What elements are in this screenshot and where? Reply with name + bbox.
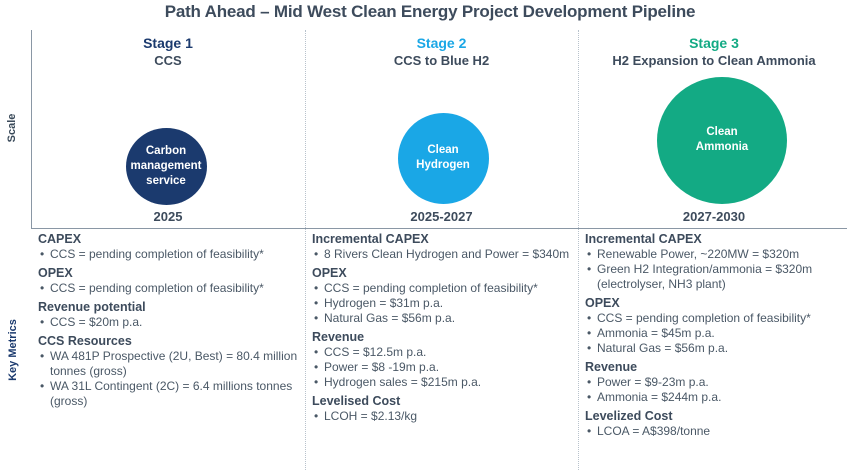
metric-item: CCS = pending completion of feasibility* [38, 281, 303, 296]
metric-heading: Levelized Cost [585, 409, 673, 423]
stage-3-column: Stage 3 H2 Expansion to Clean Ammonia Cl… [578, 30, 850, 228]
metric-item: LCOH = $2.13/kg [312, 409, 574, 424]
page-title: Path Ahead – Mid West Clean Energy Proje… [164, 2, 696, 21]
scale-bubble: Clean Ammonia [657, 76, 787, 204]
metric-heading: Incremental CAPEX [312, 232, 429, 246]
metric-item: 8 Rivers Clean Hydrogen and Power = $340… [312, 247, 574, 262]
metric-list: Power = $9-23m p.a.Ammonia = $244m p.a. [585, 375, 850, 405]
metric-list: CCS = $20m p.a. [38, 315, 303, 330]
stage-name: CCS to Blue H2 [393, 53, 490, 68]
metric-item: Ammonia = $244m p.a. [585, 390, 850, 405]
metric-heading: Revenue potential [38, 300, 146, 314]
stage-year: 2025 [153, 209, 183, 224]
metric-list: CCS = $12.5m p.a.Power = $8 -19m p.a.Hyd… [312, 345, 574, 390]
metric-list: CCS = pending completion of feasibility*… [585, 311, 850, 356]
metric-item: CCS = pending completion of feasibility* [585, 311, 850, 326]
metric-item: LCOA = A$398/tonne [585, 424, 850, 439]
metric-item: Renewable Power, ~220MW = $320m [585, 247, 850, 262]
metric-heading: Revenue [312, 330, 365, 344]
stage-year: 2027-2030 [682, 209, 746, 224]
stage-1-metrics: CAPEXCCS = pending completion of feasibi… [38, 232, 303, 409]
metric-list: CCS = pending completion of feasibility*… [312, 281, 574, 326]
metric-heading: Incremental CAPEX [585, 232, 702, 246]
metric-item: WA 481P Prospective (2U, Best) = 80.4 mi… [38, 349, 303, 379]
stage-2-column: Stage 2 CCS to Blue H2 Clean Hydrogen 20… [305, 30, 578, 228]
metric-item: CCS = $12.5m p.a. [312, 345, 574, 360]
metric-item: Ammonia = $45m p.a. [585, 326, 850, 341]
key-metrics-axis-label: Key Metrics [7, 319, 19, 381]
stage-label: Stage 3 [689, 35, 739, 51]
metric-heading: CCS Resources [38, 334, 132, 348]
scale-bubble: Clean Hydrogen [397, 112, 489, 204]
scale-axis-label: Scale [6, 113, 18, 143]
metric-list: WA 481P Prospective (2U, Best) = 80.4 mi… [38, 349, 303, 409]
metric-item: CCS = $20m p.a. [38, 315, 303, 330]
stage-label: Stage 1 [143, 35, 193, 51]
metric-item: Green H2 Integration/ammonia = $320m (el… [585, 262, 850, 292]
metric-heading: OPEX [585, 296, 620, 310]
metric-list: CCS = pending completion of feasibility* [38, 247, 303, 262]
stage-3-metrics: Incremental CAPEXRenewable Power, ~220MW… [585, 232, 850, 439]
metric-list: LCOA = A$398/tonne [585, 424, 850, 439]
stage-name: CCS [154, 53, 182, 68]
metric-item: CCS = pending completion of feasibility* [312, 281, 574, 296]
metric-item: Hydrogen sales = $215m p.a. [312, 375, 574, 390]
metric-item: Power = $9-23m p.a. [585, 375, 850, 390]
column-divider [305, 30, 306, 470]
metric-item: WA 31L Contingent (2C) = 6.4 millions to… [38, 379, 303, 409]
scale-bubble: Carbon management service [125, 127, 207, 205]
metric-list: CCS = pending completion of feasibility* [38, 281, 303, 296]
metric-item: Hydrogen = $31m p.a. [312, 296, 574, 311]
metric-item: Natural Gas = $56m p.a. [585, 341, 850, 356]
stage-label: Stage 2 [416, 35, 467, 51]
metric-list: LCOH = $2.13/kg [312, 409, 574, 424]
metric-item: Natural Gas = $56m p.a. [312, 311, 574, 326]
column-divider [578, 30, 579, 470]
horizontal-axis [31, 228, 847, 229]
stage-2-metrics: Incremental CAPEX8 Rivers Clean Hydrogen… [312, 232, 574, 424]
metric-heading: Revenue [585, 360, 638, 374]
stage-year: 2025-2027 [410, 209, 473, 224]
stage-1-column: Stage 1 CCS Carbon management service 20… [31, 30, 305, 228]
metric-heading: OPEX [312, 266, 347, 280]
vertical-axis [31, 30, 32, 228]
metric-list: 8 Rivers Clean Hydrogen and Power = $340… [312, 247, 574, 262]
metric-heading: Levelised Cost [312, 394, 401, 408]
metric-item: CCS = pending completion of feasibility* [38, 247, 303, 262]
metric-list: Renewable Power, ~220MW = $320mGreen H2 … [585, 247, 850, 292]
metric-heading: CAPEX [38, 232, 82, 246]
stage-name: H2 Expansion to Clean Ammonia [612, 53, 816, 68]
metric-heading: OPEX [38, 266, 73, 280]
metric-item: Power = $8 -19m p.a. [312, 360, 574, 375]
